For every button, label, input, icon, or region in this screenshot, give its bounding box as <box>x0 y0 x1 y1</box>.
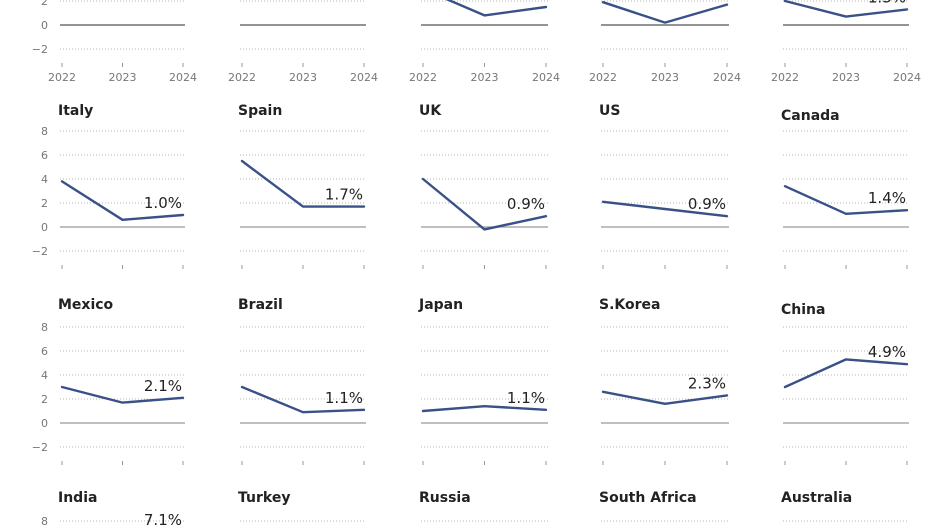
y-tick-label: 2 <box>41 0 48 8</box>
value-label-panel-0-4: 1.3% <box>868 0 906 6</box>
x-tick-label: 2023 <box>651 71 679 84</box>
x-tick-label: 2022 <box>771 71 799 84</box>
series-line-panel-0-2 <box>445 0 548 17</box>
y-tick-label: 2 <box>41 197 48 210</box>
panel-title-us: US <box>599 103 620 119</box>
panel-title-russia: Russia <box>419 490 471 506</box>
panel-title-s-korea: S.Korea <box>599 297 660 313</box>
y-tick-label: 6 <box>41 149 48 162</box>
x-tick-label: 2024 <box>169 71 197 84</box>
panel-title-italy: Italy <box>58 103 93 119</box>
x-tick-label: 2023 <box>289 71 317 84</box>
x-tick-label: 2023 <box>109 71 137 84</box>
y-tick-label: 6 <box>41 345 48 358</box>
series-line-panel-0-3 <box>601 1 729 24</box>
y-tick-label: 8 <box>41 321 48 334</box>
x-tick-label: 2022 <box>409 71 437 84</box>
panel-title-spain: Spain <box>238 103 282 119</box>
x-tick-label: 2024 <box>350 71 378 84</box>
series-line-us <box>601 200 729 218</box>
value-label-spain: 1.7% <box>325 186 363 204</box>
panel-title-mexico: Mexico <box>58 297 114 313</box>
panel-title-india: India <box>58 490 97 506</box>
value-label-canada: 1.4% <box>868 189 906 207</box>
y-tick-label: −2 <box>32 245 48 258</box>
y-tick-label: −2 <box>32 441 48 454</box>
value-label-mexico: 2.1% <box>144 377 182 395</box>
y-tick-label: 0 <box>41 19 48 32</box>
panel-title-canada: Canada <box>781 108 840 124</box>
panel-title-brazil: Brazil <box>238 297 283 313</box>
panel-title-china: China <box>781 302 825 318</box>
y-tick-label: 8 <box>41 125 48 138</box>
panel-title-japan: Japan <box>418 297 463 313</box>
series-line-china <box>783 358 909 389</box>
x-tick-label: 2023 <box>832 71 860 84</box>
value-label-india: 7.1% <box>144 511 182 529</box>
value-label-us: 0.9% <box>688 195 726 213</box>
panel-title-turkey: Turkey <box>238 490 290 506</box>
value-label-japan: 1.1% <box>507 389 545 407</box>
y-tick-label: 4 <box>41 369 48 382</box>
x-tick-label: 2023 <box>471 71 499 84</box>
x-tick-label: 2024 <box>713 71 741 84</box>
x-tick-label: 2022 <box>48 71 76 84</box>
value-label-s-korea: 2.3% <box>688 374 726 392</box>
panel-title-south-africa: South Africa <box>599 490 697 506</box>
y-tick-label: 0 <box>41 417 48 430</box>
series-line-panel-0-4 <box>783 0 909 18</box>
y-tick-label: 2 <box>41 393 48 406</box>
value-label-china: 4.9% <box>868 343 906 361</box>
series-line-canada <box>783 184 909 216</box>
y-tick-label: −2 <box>32 43 48 56</box>
x-tick-label: 2022 <box>589 71 617 84</box>
series-line-brazil <box>240 385 366 414</box>
y-tick-label: 0 <box>41 221 48 234</box>
value-label-italy: 1.0% <box>144 194 182 212</box>
series-line-italy <box>60 180 185 222</box>
series-line-spain <box>240 159 366 208</box>
y-tick-label: 4 <box>41 173 48 186</box>
x-tick-label: 2022 <box>228 71 256 84</box>
value-label-uk: 0.9% <box>507 195 545 213</box>
panel-title-uk: UK <box>419 103 442 119</box>
series-line-mexico <box>60 385 185 404</box>
series-line-s-korea <box>601 390 729 405</box>
panel-title-australia: Australia <box>781 490 852 506</box>
y-tick-label: 8 <box>41 515 48 528</box>
x-tick-label: 2024 <box>893 71 921 84</box>
series-line-japan <box>421 405 548 413</box>
x-tick-label: 2024 <box>532 71 560 84</box>
value-label-brazil: 1.1% <box>325 389 363 407</box>
series-line-uk <box>421 177 548 231</box>
